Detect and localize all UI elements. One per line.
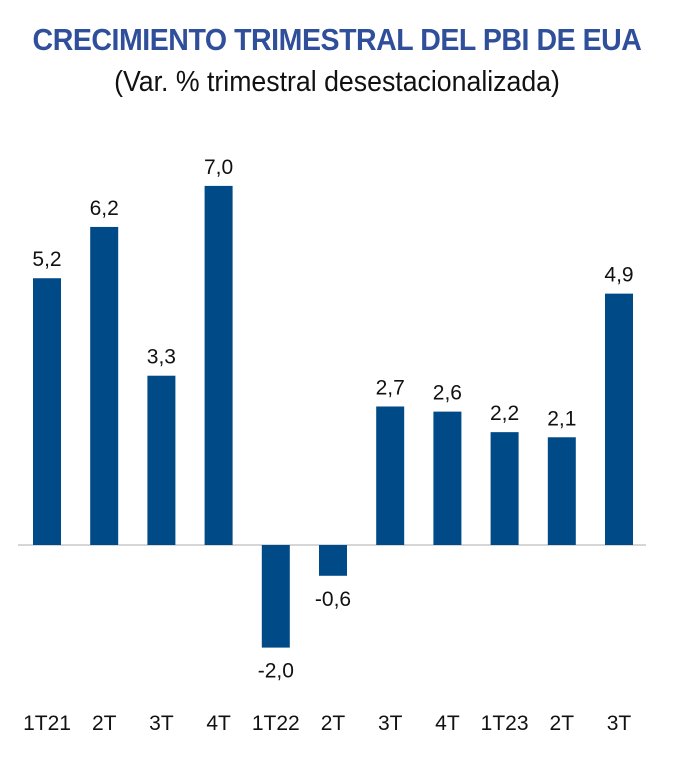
data-label: -0,6 [315,588,351,611]
x-tick-label: 3T [149,712,174,735]
data-label: 2,1 [547,407,576,430]
data-label: 3,3 [147,346,176,369]
data-label: 4,9 [604,264,633,287]
chart-subtitle: (Var. % trimestral desestacionalizada) [114,66,560,98]
bar [147,375,176,545]
x-tick-label: 2T [550,712,575,735]
data-label: 2,2 [490,402,519,425]
bar [33,278,61,545]
x-tick-label: 1T23 [481,712,529,735]
x-tick-label: 3T [607,712,632,735]
x-tick-label: 4T [206,712,231,735]
bar [90,226,119,545]
x-tick-label: 3T [378,712,403,735]
bar [319,545,347,576]
bar [433,411,462,545]
data-label: -2,0 [258,660,294,683]
x-tick-label: 2T [321,712,346,735]
x-tick-label: 4T [435,712,460,735]
bar [376,406,405,545]
data-label: 2,7 [376,376,405,399]
data-label: 2,6 [433,382,462,405]
data-label: 5,2 [32,248,61,271]
x-tick-label: 2T [92,712,117,735]
bar [490,432,519,545]
data-label: 6,2 [90,197,119,220]
bar [204,185,233,545]
x-tick-label: 1T22 [252,712,300,735]
bar [547,437,576,545]
bar [261,545,290,648]
data-label: 7,0 [204,156,233,179]
x-tick-label: 1T21 [23,712,71,735]
chart-title: CRECIMIENTO TRIMESTRAL DEL PBI DE EUA [32,22,642,57]
bar [605,293,633,545]
